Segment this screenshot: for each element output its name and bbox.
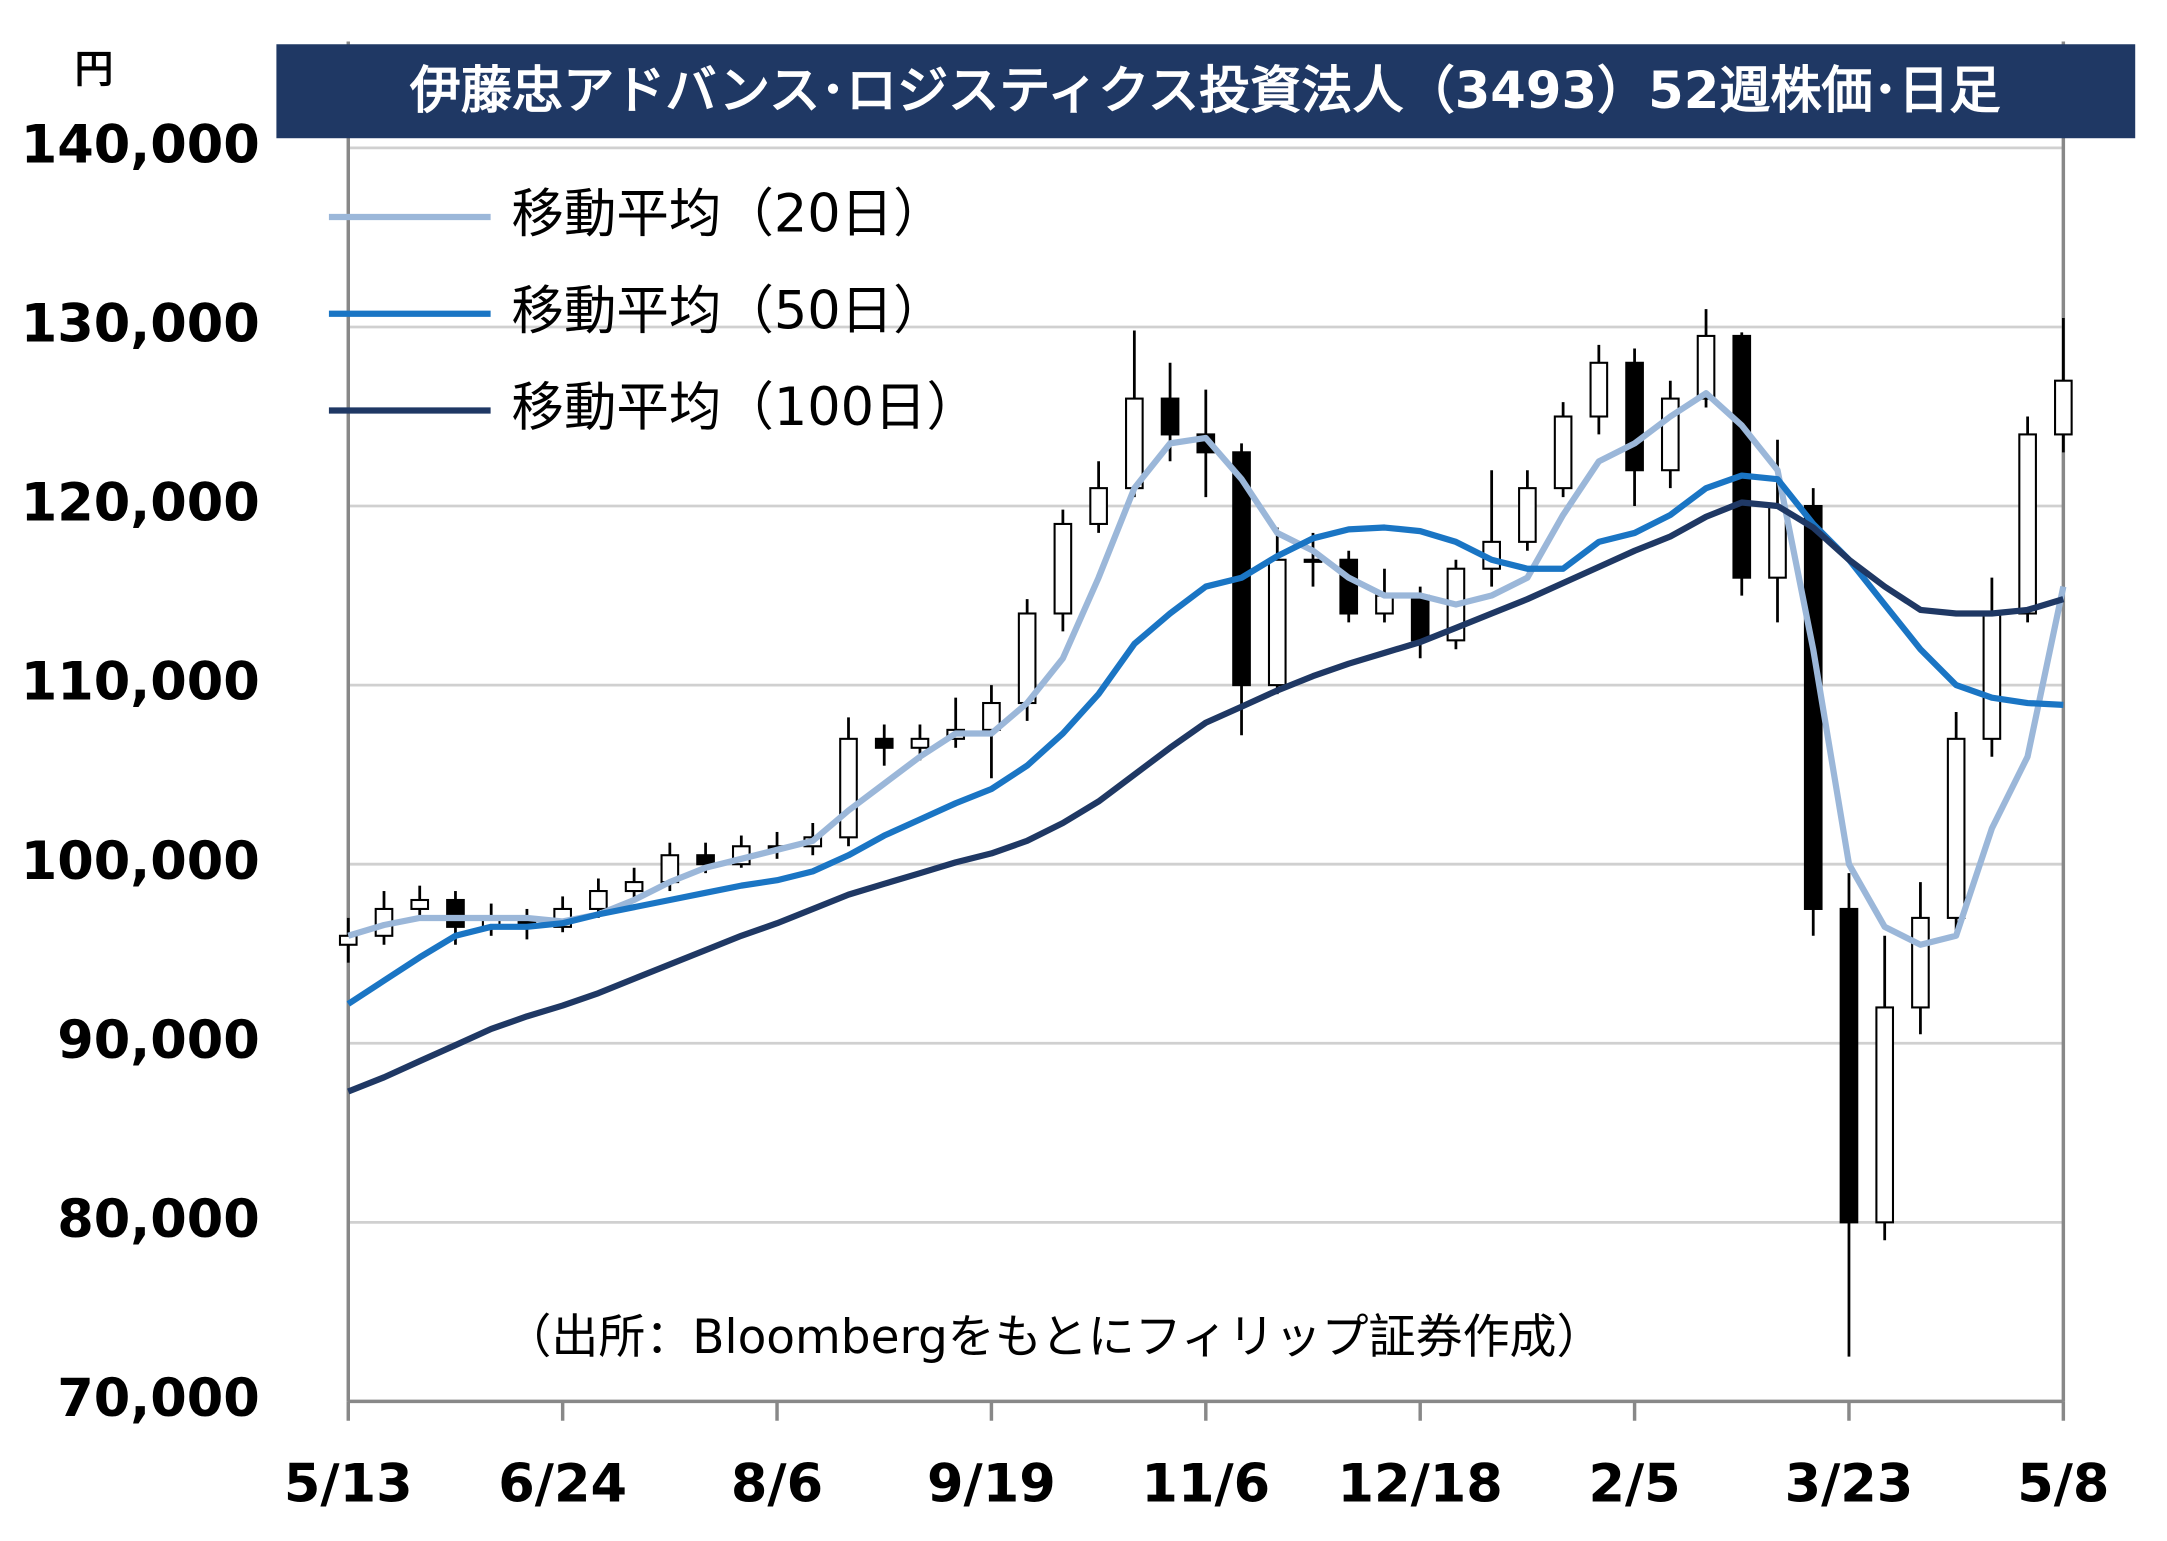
candle-body [696,854,715,866]
y-tick-label: 110,000 [21,652,260,713]
y-tick-label: 80,000 [57,1189,260,1250]
candle-body [2054,379,2073,436]
candle-body [1839,907,1859,1224]
candle-body [1053,522,1073,615]
candle-body [446,898,465,928]
x-tick-label: 8/6 [731,1454,823,1515]
candle-body [1625,361,1644,472]
candle-body [338,934,358,946]
x-tick-label: 6/24 [498,1454,627,1515]
candle-body [1553,415,1573,490]
y-tick-label: 90,000 [57,1010,260,1071]
candle-body [1803,505,1823,910]
y-unit: 円 [75,47,114,92]
x-tick-label: 2/5 [1588,1454,1680,1515]
candle-body [1696,334,1716,400]
candle-body [624,881,644,893]
x-tick-label: 11/6 [1141,1454,1270,1515]
chart-title: 伊藤忠アドバンス･ロジスティクス投資法人（3493）52週株価･日足 [409,62,2001,121]
candle-body [910,737,930,749]
candle-body [1982,612,2002,740]
candle-body [1125,397,1144,490]
plot [338,309,2073,1357]
y-tick-label: 70,000 [57,1368,260,1429]
candle-body [1875,1006,1895,1224]
candle-body [1267,558,1287,687]
y-tick-label: 120,000 [21,473,260,534]
title-box [276,44,2136,139]
moving-average-line [347,390,2067,948]
x-tick-label: 12/18 [1338,1454,1503,1515]
candle-body [1017,612,1037,705]
y-tick-label: 130,000 [21,294,260,355]
x-tick-label: 9/19 [927,1454,1056,1515]
candle-body [1589,361,1609,418]
grid: 70,000 80,000 90,000 100,000 110,000 120,000 1… [21,41,2109,1515]
candle-body [874,737,894,749]
candle-body [1160,397,1180,436]
y-tick-label: 140,000 [21,115,260,176]
candle-body [1089,487,1108,525]
candle-body [1232,451,1251,687]
candle-body [1339,558,1359,615]
y-tick-label: 100,000 [21,831,260,892]
candle-body [410,898,430,910]
legend: 移動平均（20日） 移動平均（50日） 移動平均（100日） [328,184,979,438]
legend-label: 移動平均（50日） [511,280,945,341]
candle-body [1410,594,1430,642]
legend-label: 移動平均（20日） [511,184,945,245]
candle-body [1303,558,1323,563]
candle-body [2018,433,2037,615]
source-note: （出所：Bloombergをもとにフィリップ証券作成） [504,1310,1603,1365]
x-tick-label: 5/13 [284,1454,413,1515]
candle-body [839,737,858,839]
candle-body [589,890,608,910]
moving-average-line [346,472,2064,1007]
candle-body [1946,737,1966,919]
moving-average-line [347,499,2065,1095]
x-tick-label: 5/8 [2017,1454,2109,1515]
candle-body [1518,487,1537,543]
legend-label: 移動平均（100日） [511,377,979,438]
candle-body [1911,916,1930,1009]
x-tick-label: 3/23 [1785,1454,1914,1515]
candle-body [1768,505,1787,579]
candle-body [1732,334,1752,579]
